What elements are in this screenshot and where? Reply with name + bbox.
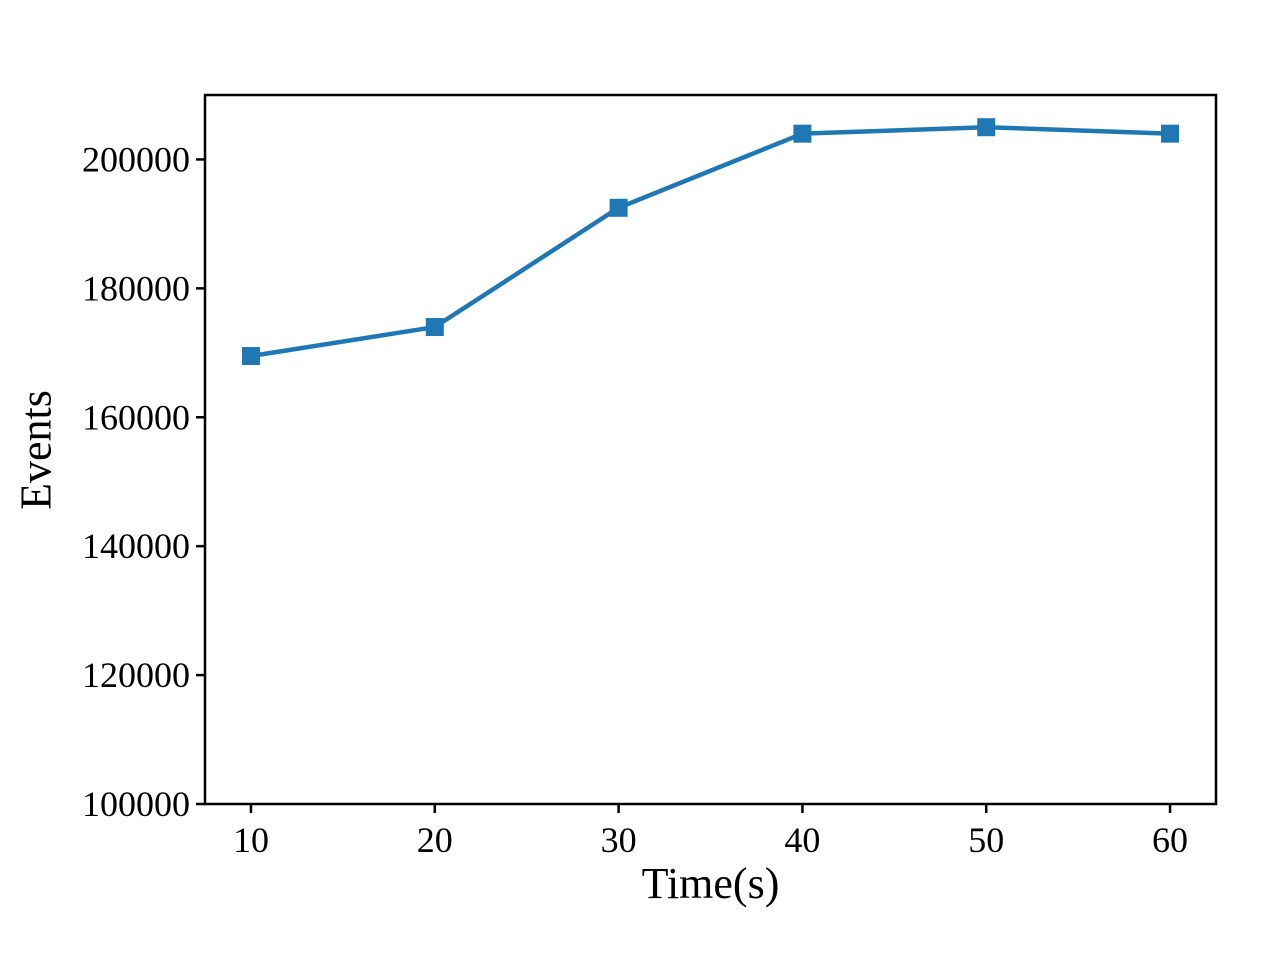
- y-tick-label: 200000: [82, 139, 190, 179]
- y-tick-label: 160000: [82, 397, 190, 437]
- data-line: [248, 124, 1173, 359]
- plot-border: [203, 93, 1218, 806]
- data-point-marker: [425, 318, 444, 337]
- y-axis-label: Events: [11, 390, 61, 510]
- y-tick-label: 120000: [82, 655, 190, 695]
- x-tick-label: 50: [968, 820, 1004, 860]
- x-tick-label: 60: [1152, 820, 1188, 860]
- y-tick-label: 100000: [82, 784, 190, 824]
- x-tick-label: 40: [784, 820, 820, 860]
- x-tick-label: 20: [417, 820, 453, 860]
- data-point-marker: [609, 198, 628, 217]
- data-point-marker: [977, 118, 996, 137]
- data-point-marker: [793, 124, 812, 143]
- x-tick-label: 30: [601, 820, 637, 860]
- data-point-marker: [241, 347, 260, 366]
- data-point-marker: [1161, 124, 1180, 143]
- x-tick-label: 10: [233, 820, 269, 860]
- x-axis-label: Time(s): [641, 859, 780, 908]
- y-tick-label: 140000: [82, 526, 190, 566]
- y-tick-label: 180000: [82, 268, 190, 308]
